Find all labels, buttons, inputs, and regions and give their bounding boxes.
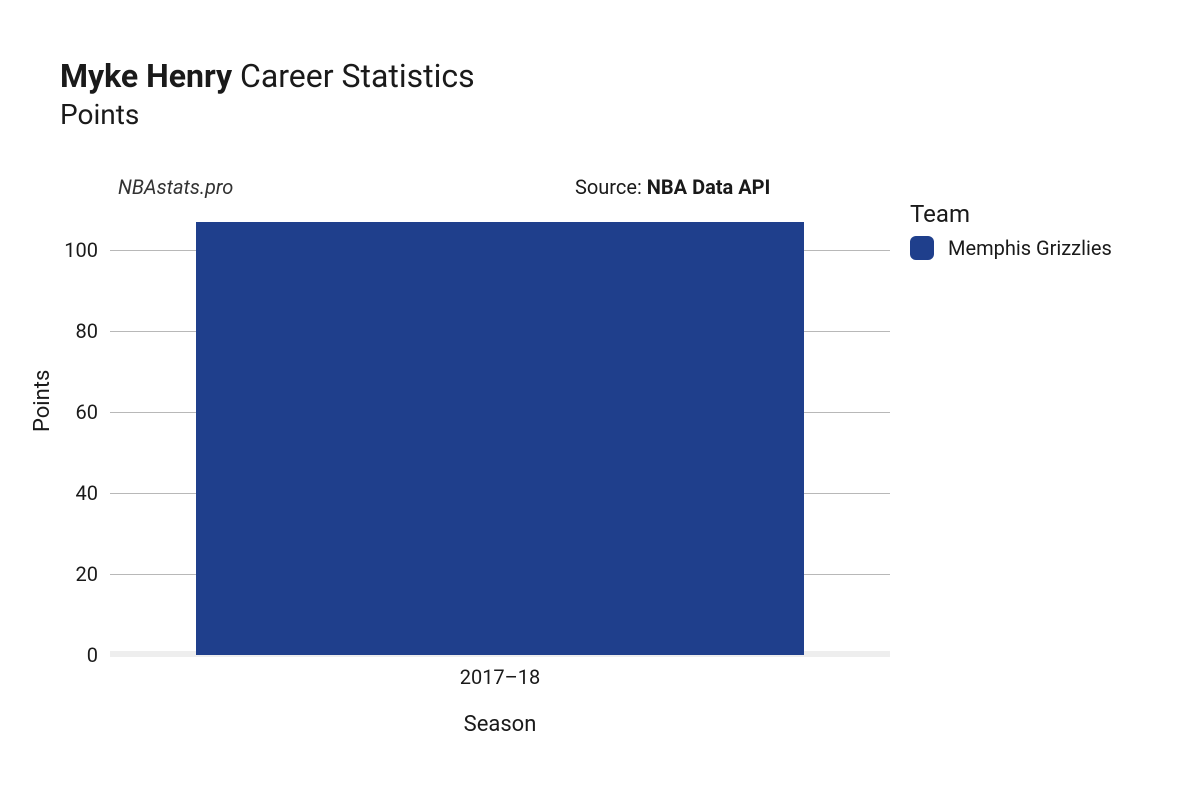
title-player-name: Myke Henry xyxy=(60,57,232,95)
chart-container: Myke Henry Career Statistics Points xyxy=(60,55,1160,137)
xtick-label: 2017–18 xyxy=(460,665,541,689)
plot-area: 0204060801002017–18 xyxy=(110,210,890,655)
ytick-label: 80 xyxy=(76,319,98,343)
source-label: Source: xyxy=(575,175,647,199)
x-axis-title: Season xyxy=(110,712,890,737)
legend-title: Team xyxy=(910,200,1112,228)
title-block: Myke Henry Career Statistics Points xyxy=(60,55,1160,131)
ytick-label: 20 xyxy=(76,562,98,586)
ytick-label: 60 xyxy=(76,400,98,424)
brand-label: NBAstats.pro xyxy=(118,175,233,199)
source-value: NBA Data API xyxy=(647,175,771,199)
legend: Team Memphis Grizzlies xyxy=(910,200,1112,260)
source-attribution: Source: NBA Data API xyxy=(575,175,770,199)
title-suffix: Career Statistics xyxy=(240,57,475,95)
chart-subtitle: Points xyxy=(60,98,1160,131)
legend-item-label: Memphis Grizzlies xyxy=(948,236,1112,260)
legend-item: Memphis Grizzlies xyxy=(910,236,1112,260)
legend-swatch xyxy=(910,236,934,260)
chart-title: Myke Henry Career Statistics xyxy=(60,55,1160,98)
ytick-label: 40 xyxy=(76,481,98,505)
bar xyxy=(196,222,804,655)
ytick-label: 0 xyxy=(87,643,98,667)
ytick-label: 100 xyxy=(64,238,98,262)
y-axis-title: Points xyxy=(30,370,55,432)
